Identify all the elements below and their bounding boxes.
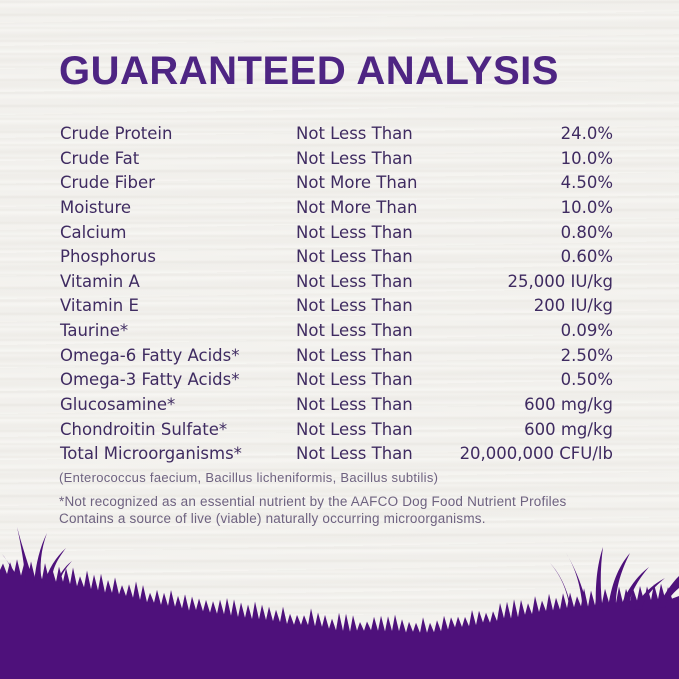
qualifier: Not Less Than — [296, 271, 413, 291]
qualifier: Not Less Than — [296, 296, 413, 316]
guaranteed-analysis-title: GUARANTEED ANALYSIS — [59, 49, 559, 93]
analysis-table: Crude Protein Not Less Than 24.0% Crude … — [60, 122, 613, 467]
nutrient-name: Vitamin A — [60, 271, 140, 291]
table-row: Omega-6 Fatty Acids* Not Less Than 2.50% — [60, 344, 613, 369]
nutrient-value: 10.0% — [560, 148, 613, 168]
nutrient-value: 2.50% — [560, 345, 613, 365]
table-row: Crude Fat Not Less Than 10.0% — [60, 147, 613, 172]
qualifier: Not Less Than — [296, 444, 413, 464]
nutrient-name: Crude Protein — [60, 124, 173, 143]
table-row: Total Microorganisms* Not Less Than 20,0… — [60, 442, 613, 467]
nutrient-name: Omega-6 Fatty Acids* — [60, 345, 240, 365]
nutrient-value: 10.0% — [560, 197, 613, 217]
qualifier: Not Less Than — [296, 247, 413, 267]
footnote-aafco: *Not recognized as an essential nutrient… — [59, 494, 567, 509]
table-row: Chondroitin Sulfate* Not Less Than 600 m… — [60, 418, 613, 443]
qualifier: Not Less Than — [296, 222, 413, 242]
nutrient-name: Total Microorganisms* — [60, 444, 242, 464]
table-row: Phosphorus Not Less Than 0.60% — [60, 245, 613, 270]
nutrient-value: 0.50% — [560, 370, 613, 390]
nutrient-name: Crude Fat — [60, 148, 140, 168]
nutrient-value: 20,000,000 CFU/lb — [459, 444, 613, 464]
table-row: Glucosamine* Not Less Than 600 mg/kg — [60, 393, 613, 418]
qualifier: Not More Than — [296, 197, 418, 217]
footnote-live-microorganisms: Contains a source of live (viable) natur… — [59, 510, 486, 526]
qualifier: Not Less Than — [296, 148, 413, 168]
grass-mound — [0, 559, 679, 679]
nutrient-name: Moisture — [60, 197, 132, 217]
nutrient-value: 24.0% — [560, 124, 613, 143]
nutrient-name: Phosphorus — [60, 247, 156, 267]
nutrient-value: 4.50% — [560, 173, 613, 193]
qualifier: Not Less Than — [296, 419, 413, 439]
table-row: Calcium Not Less Than 0.80% — [60, 221, 613, 246]
footnotes: *Not recognized as an essential nutrient… — [59, 494, 629, 527]
nutrient-value: 200 IU/kg — [533, 296, 613, 316]
grass-silhouette — [0, 515, 679, 679]
grass-blades-right — [550, 547, 679, 611]
grass-blades-left — [2, 527, 72, 588]
nutrient-value: 0.09% — [560, 321, 613, 341]
nutrient-value: 600 mg/kg — [524, 395, 613, 415]
nutrient-name: Glucosamine* — [60, 395, 176, 415]
nutrient-name: Crude Fiber — [60, 173, 155, 193]
table-row: Vitamin A Not Less Than 25,000 IU/kg — [60, 270, 613, 295]
nutrient-name: Taurine* — [60, 321, 129, 341]
qualifier: Not More Than — [296, 173, 418, 193]
nutrient-name: Omega-3 Fatty Acids* — [60, 370, 240, 390]
qualifier: Not Less Than — [296, 370, 413, 390]
nutrient-value: 25,000 IU/kg — [507, 271, 613, 291]
microorganism-species-note: (Enterococcus faecium, Bacillus lichenif… — [59, 470, 439, 485]
table-row: Moisture Not More Than 10.0% — [60, 196, 613, 221]
qualifier: Not Less Than — [296, 395, 413, 415]
qualifier: Not Less Than — [296, 124, 413, 143]
qualifier: Not Less Than — [296, 345, 413, 365]
nutrient-name: Vitamin E — [60, 296, 139, 316]
nutrient-name: Calcium — [60, 222, 127, 242]
table-row: Taurine* Not Less Than 0.09% — [60, 319, 613, 344]
nutrient-value: 0.80% — [560, 222, 613, 242]
nutrient-value: 600 mg/kg — [524, 419, 613, 439]
table-row: Crude Fiber Not More Than 4.50% — [60, 171, 613, 196]
qualifier: Not Less Than — [296, 321, 413, 341]
table-row: Omega-3 Fatty Acids* Not Less Than 0.50% — [60, 368, 613, 393]
nutrient-value: 0.60% — [560, 247, 613, 267]
table-row: Vitamin E Not Less Than 200 IU/kg — [60, 294, 613, 319]
nutrient-name: Chondroitin Sulfate* — [60, 419, 228, 439]
table-row: Crude Protein Not Less Than 24.0% — [60, 122, 613, 147]
